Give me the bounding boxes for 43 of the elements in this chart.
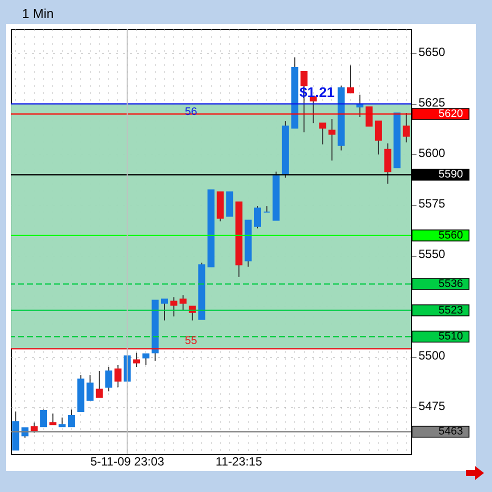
- candlestick: [40, 408, 48, 428]
- y-tick-label: 5650: [418, 44, 446, 59]
- candlestick: [319, 122, 326, 145]
- candlestick: [68, 408, 75, 428]
- candlestick: [384, 142, 392, 184]
- candlestick: [114, 364, 122, 388]
- x-tick-label: 11-23:15: [216, 454, 262, 468]
- ref-line-label: 5536: [438, 278, 463, 290]
- y-tick-label: 5500: [418, 348, 446, 362]
- candlestick: [86, 374, 94, 401]
- y-tick-label: 5600: [418, 146, 446, 160]
- candlestick: [142, 353, 150, 366]
- candlestick: [402, 112, 410, 143]
- ref-line-label: 5590: [438, 168, 463, 181]
- y-tick-label: 5475: [418, 398, 446, 413]
- candlestick: [356, 94, 364, 118]
- chart-title: 1 Min: [22, 6, 54, 21]
- y-tick-label: 5625: [418, 95, 446, 110]
- y-tick-label: 5575: [418, 196, 446, 211]
- candlestick: [180, 294, 187, 311]
- candlestick: [328, 118, 336, 162]
- candlestick: [133, 352, 140, 368]
- candlestick: [366, 106, 373, 127]
- annotation: 55: [184, 334, 198, 347]
- candlestick: [254, 206, 262, 229]
- candlestick: [170, 296, 178, 317]
- candlestick: [58, 417, 66, 428]
- x-tick-label: 5-11-09 23:03: [90, 454, 165, 468]
- candlestick: [105, 366, 112, 392]
- candlestick: [96, 370, 103, 398]
- ref-line-label: 5523: [438, 304, 463, 316]
- y-tick-label: 5550: [418, 247, 446, 262]
- candlestick: [49, 413, 56, 426]
- candlestick: [30, 422, 38, 434]
- candlestick: [374, 120, 382, 155]
- ref-line-label: 5560: [438, 229, 463, 242]
- candlestick: [347, 64, 354, 94]
- candlestick: [160, 298, 168, 321]
- ref-line-label: 5510: [438, 330, 463, 343]
- candlestick: [310, 96, 317, 124]
- ref-line-label: 5463: [438, 426, 463, 438]
- ref-line-label: 5620: [438, 108, 463, 120]
- candlestick: [263, 206, 270, 213]
